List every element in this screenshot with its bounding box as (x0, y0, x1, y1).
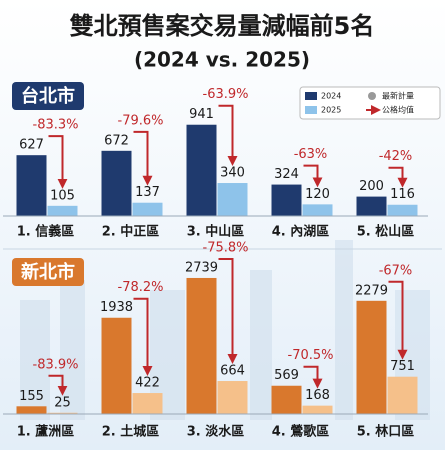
bar (101, 317, 132, 414)
change-label: -63% (294, 147, 328, 162)
value-label: 422 (135, 376, 160, 391)
page-title: 雙北預售案交易量減幅前5名 (70, 12, 375, 40)
bar (387, 204, 418, 216)
change-label: -79.6% (118, 113, 164, 128)
bar (186, 124, 217, 216)
bar (356, 196, 387, 216)
change-label: -67% (379, 263, 413, 278)
change-arrow (133, 130, 153, 186)
bar (217, 381, 248, 414)
x-tick-label: 4. 內湖區 (272, 224, 330, 240)
bar (47, 412, 78, 414)
bar (16, 155, 47, 216)
value-label: 664 (220, 364, 245, 379)
change-arrow (388, 280, 408, 360)
value-label: 340 (220, 166, 245, 181)
legend-dot (368, 92, 376, 100)
bar (16, 406, 47, 414)
change-arrow (218, 104, 238, 167)
panel-title: 台北市 (21, 85, 75, 107)
value-label: 672 (104, 133, 129, 148)
value-label: 569 (274, 368, 299, 383)
change-arrow (218, 257, 238, 365)
legend-box (299, 86, 441, 120)
x-tick-label: 5. 林口區 (357, 424, 415, 440)
bar (186, 277, 217, 414)
change-label: -78.2% (118, 280, 164, 295)
value-label: 941 (189, 107, 214, 122)
value-label: 120 (305, 187, 330, 202)
value-label: 168 (305, 388, 330, 403)
value-label: 25 (54, 395, 71, 410)
bar (47, 205, 78, 216)
change-label: -42% (379, 149, 413, 164)
value-label: 105 (50, 188, 75, 203)
legend-label: 2025 (321, 106, 341, 115)
change-arrow (48, 374, 68, 396)
value-label: 2739 (185, 260, 218, 275)
value-label: 2279 (355, 283, 388, 298)
x-tick-label: 2. 中正區 (102, 224, 160, 240)
skyline (20, 240, 430, 420)
change-label: -75.8% (203, 240, 249, 255)
bar (101, 150, 132, 216)
bar (356, 300, 387, 414)
legend-swatch (305, 92, 317, 100)
change-label: -63.9% (203, 87, 249, 102)
bar (271, 184, 302, 216)
bar (387, 376, 418, 414)
legend-label: 最新計量 (382, 91, 414, 101)
x-tick-label: 5. 松山區 (357, 224, 415, 240)
x-tick-label: 4. 鶯歌區 (272, 424, 330, 440)
change-label: -70.5% (288, 348, 334, 363)
bar (132, 202, 163, 216)
value-label: 155 (19, 389, 44, 404)
bar (132, 393, 163, 414)
bar (217, 183, 248, 216)
change-arrow (303, 164, 323, 188)
x-tick-label: 1. 信義區 (17, 224, 75, 240)
legend-label: 2024 (321, 92, 341, 101)
change-arrow (48, 135, 68, 189)
value-label: 137 (135, 185, 160, 200)
panel-label-box (12, 82, 84, 110)
change-arrow (303, 365, 323, 389)
bar (302, 405, 333, 414)
legend-label: 公格均值 (382, 105, 414, 115)
panel-title: 新北市 (21, 261, 75, 283)
bar (271, 385, 302, 414)
value-label: 116 (390, 187, 415, 202)
x-tick-label: 3. 中山區 (187, 224, 245, 240)
page-subtitle: (2024 vs. 2025) (134, 48, 310, 72)
value-label: 1938 (100, 300, 133, 315)
value-label: 324 (274, 167, 299, 182)
legend-swatch (305, 106, 317, 114)
value-label: 200 (359, 179, 384, 194)
change-label: -83.3% (33, 118, 79, 133)
change-label: -83.9% (33, 357, 79, 372)
x-tick-label: 2. 土城區 (102, 424, 160, 440)
value-label: 751 (390, 359, 415, 374)
x-tick-label: 3. 淡水區 (187, 424, 245, 440)
x-tick-label: 1. 蘆洲區 (17, 424, 75, 440)
panel-label-box (12, 258, 84, 286)
change-arrow (388, 166, 408, 188)
change-arrow (133, 297, 153, 377)
value-label: 627 (19, 138, 44, 153)
bar (302, 204, 333, 216)
